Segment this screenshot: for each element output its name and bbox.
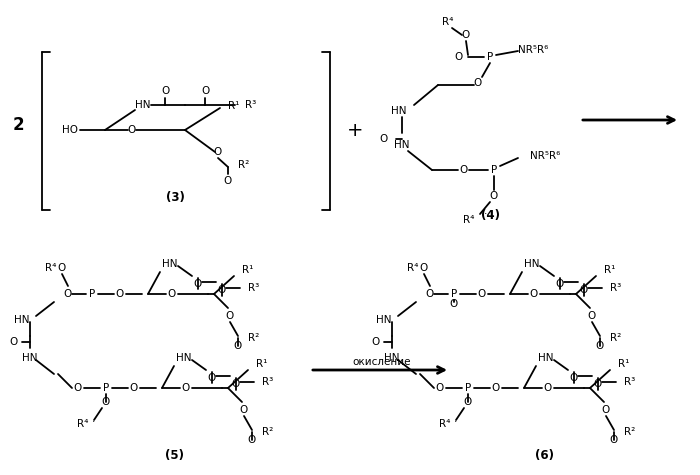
Text: O: O [218,285,226,295]
Text: O: O [64,289,72,299]
Text: R¹: R¹ [256,359,267,369]
Text: O: O [490,191,498,201]
Text: O: O [580,285,588,295]
Text: O: O [248,435,256,445]
Text: HN: HN [162,259,178,269]
Text: R⁴: R⁴ [463,215,474,225]
Text: R⁴: R⁴ [76,419,88,429]
Text: R⁴: R⁴ [442,17,454,27]
Text: O: O [58,263,66,273]
Text: NR⁵R⁶: NR⁵R⁶ [518,45,548,55]
Text: O: O [602,405,610,415]
Text: P: P [451,289,457,299]
Text: O: O [594,379,602,389]
Text: R²: R² [610,333,622,343]
Text: O: O [544,383,552,393]
Text: P: P [491,165,497,175]
Text: (5): (5) [165,448,185,462]
Text: O: O [492,383,500,393]
Text: HN: HN [135,100,150,110]
Text: O: O [474,78,482,88]
Text: R¹: R¹ [228,101,239,111]
Text: O: O [226,311,234,321]
Text: ·: · [454,417,457,427]
Text: HN: HN [384,353,400,363]
Text: O: O [426,289,434,299]
Text: O: O [455,52,463,62]
Text: R³: R³ [245,100,256,110]
Text: O: O [234,341,242,351]
Text: O: O [74,383,82,393]
Text: P: P [487,52,493,62]
Text: O: O [450,299,458,309]
Text: O: O [530,289,538,299]
Text: R²: R² [248,333,259,343]
Text: O: O [610,435,618,445]
Text: O: O [194,279,202,289]
Text: O: O [462,30,470,40]
Text: O: O [201,86,209,96]
Text: O: O [570,373,578,383]
Text: O: O [372,337,380,347]
Text: P: P [89,289,95,299]
Text: O: O [102,397,110,407]
Text: R²: R² [238,160,249,170]
Text: O: O [130,383,138,393]
Text: O: O [168,289,176,299]
Text: O: O [182,383,190,393]
Text: HN: HN [391,106,406,116]
Text: HN: HN [538,353,554,363]
Text: (4): (4) [480,209,500,221]
Text: R³: R³ [610,283,622,293]
Text: R²: R² [262,427,273,437]
Text: +: + [346,121,363,140]
Text: (6): (6) [536,448,554,462]
Text: O: O [224,176,232,186]
Text: R²: R² [624,427,636,437]
Text: (3): (3) [166,191,184,205]
Text: R⁴: R⁴ [439,419,450,429]
Text: P: P [103,383,109,393]
Text: NR⁵R⁶: NR⁵R⁶ [530,151,561,161]
Text: HN: HN [22,353,38,363]
Text: ·: · [92,417,95,427]
Text: R³: R³ [262,377,273,387]
Text: O: O [128,125,136,135]
Text: R¹: R¹ [242,265,253,275]
Text: HN: HN [524,259,540,269]
Text: O: O [208,373,216,383]
Text: HN: HN [14,315,29,325]
Text: HN: HN [394,140,410,150]
Text: O: O [478,289,486,299]
Text: ·: · [484,209,487,219]
Text: O: O [213,147,221,157]
Text: окисление: окисление [353,357,412,367]
Text: R⁴: R⁴ [45,263,56,273]
Text: HN: HN [176,353,192,363]
Text: 2: 2 [12,116,24,134]
Text: O: O [420,263,428,273]
Text: O: O [161,86,169,96]
Text: P: P [465,383,471,393]
Text: R¹: R¹ [618,359,629,369]
Text: R³: R³ [624,377,636,387]
Text: O: O [464,397,472,407]
Text: R¹: R¹ [604,265,615,275]
Text: O: O [556,279,564,289]
Text: O: O [10,337,18,347]
Text: HN: HN [376,315,391,325]
Text: R³: R³ [248,283,259,293]
Text: O: O [436,383,444,393]
Text: R⁴: R⁴ [407,263,418,273]
Text: O: O [588,311,596,321]
Text: O: O [459,165,467,175]
Text: O: O [116,289,124,299]
Text: HO: HO [62,125,78,135]
Text: O: O [379,134,388,144]
Text: O: O [232,379,240,389]
Text: O: O [240,405,248,415]
Text: O: O [596,341,604,351]
